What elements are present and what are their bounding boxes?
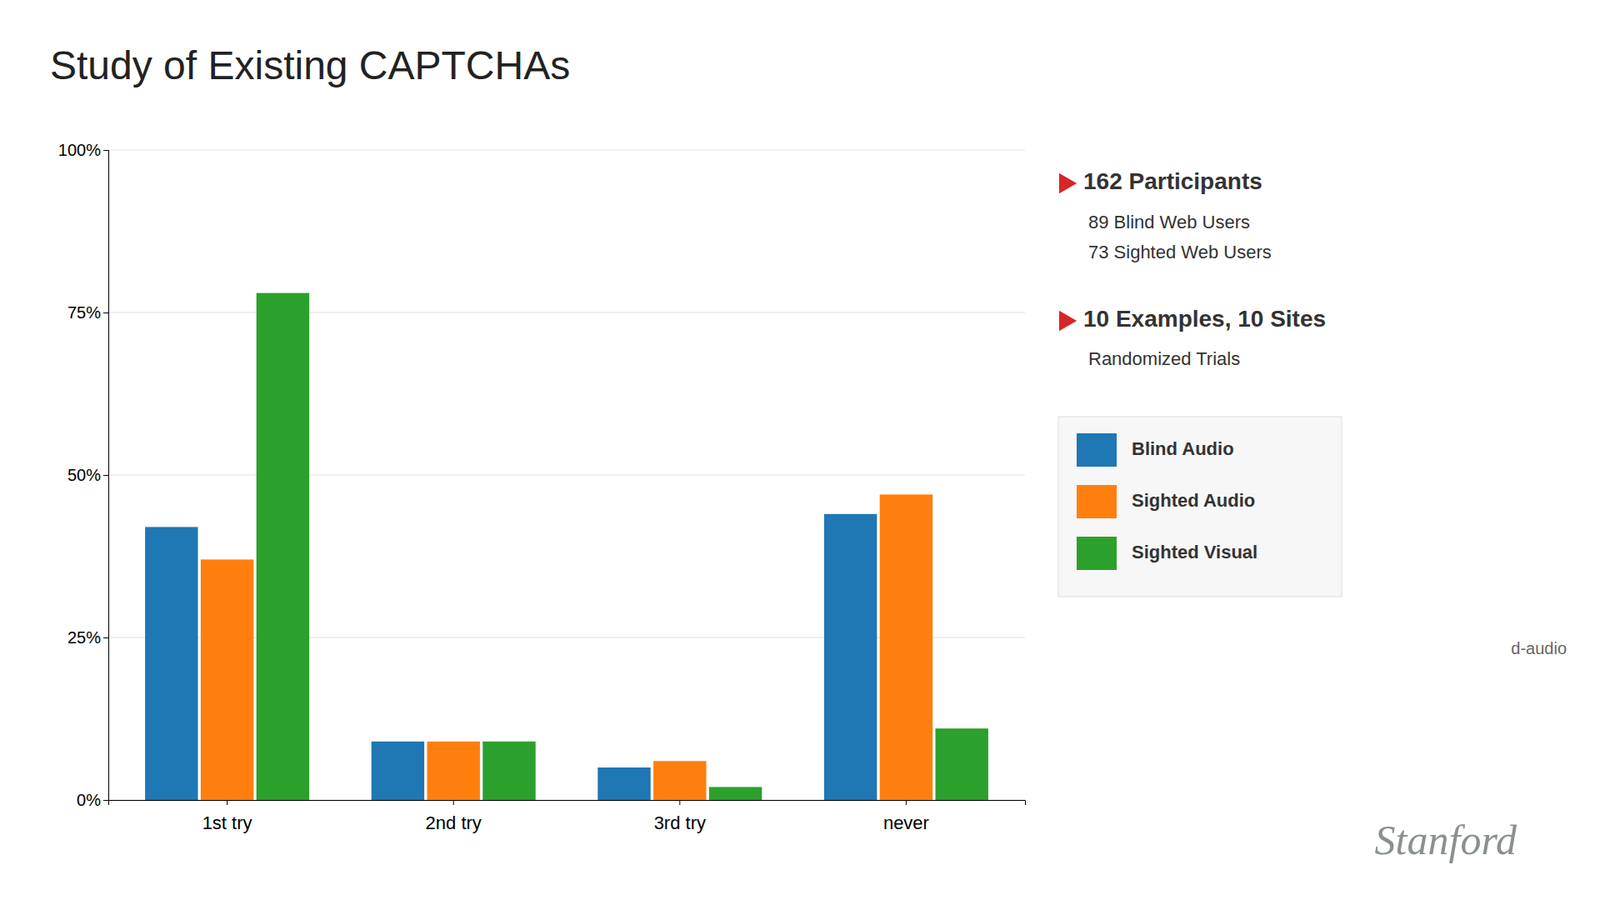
bar (482, 741, 535, 800)
x-tick-label: never (883, 812, 930, 834)
side-note: d-audio (1510, 639, 1567, 658)
bar (935, 728, 988, 800)
x-tick: 3rd try (654, 800, 706, 834)
bar (145, 526, 198, 800)
y-tick: 0% (76, 790, 109, 810)
legend-swatch (1076, 433, 1117, 467)
y-tick-mark (103, 637, 109, 639)
bar (597, 767, 650, 800)
bar (824, 514, 877, 800)
info-text: Randomized Trials (1088, 348, 1240, 370)
info-text: 89 Blind Web Users (1088, 211, 1250, 233)
info-heading: 10 Examples, 10 Sites (1083, 305, 1326, 332)
bars (145, 293, 989, 800)
bullet (1059, 310, 1077, 332)
x-tick-mark (226, 800, 228, 805)
info-heading: 162 Participants (1083, 168, 1263, 195)
bullet (1059, 173, 1077, 195)
y-tick: 50% (67, 465, 109, 485)
y-tick: 100% (58, 140, 109, 160)
y-axis: 0% 25% 50% 75% 100% (58, 140, 110, 810)
y-tick-mark (103, 150, 109, 151)
legend-swatch (1076, 536, 1117, 570)
x-tick-mark (453, 800, 455, 805)
y-tick-label: 0% (76, 790, 101, 810)
grid-line (108, 312, 1025, 314)
x-tick-mark (679, 800, 680, 805)
x-tick: 2nd try (425, 800, 482, 834)
x-tick-label: 3rd try (654, 812, 706, 834)
grid-line (108, 150, 1025, 151)
title: Study of Existing CAPTCHAs (50, 43, 570, 88)
y-tick-label: 50% (67, 465, 101, 485)
watermark: Stanford (1375, 816, 1518, 864)
bar (200, 559, 254, 800)
x-axis-line (109, 800, 1026, 806)
y-tick-label: 75% (67, 303, 101, 322)
x-tick-label: 1st try (202, 812, 253, 834)
y-tick: 25% (67, 628, 109, 647)
y-axis-line (103, 150, 110, 801)
grid (108, 150, 1025, 800)
legend-label: Sighted Visual (1131, 541, 1258, 563)
legend-item: Sighted Visual (1076, 536, 1258, 570)
x-tick-mark (905, 800, 907, 805)
bar (653, 760, 706, 800)
bar (426, 741, 480, 800)
x-tick: 1st try (202, 800, 253, 834)
y-tick-mark (103, 475, 109, 476)
legend-item: Sighted Audio (1076, 485, 1255, 519)
legend: Blind Audio Sighted Audio Sighted Visual (1058, 416, 1342, 597)
legend-swatch (1076, 485, 1117, 519)
legend-label: Sighted Audio (1131, 490, 1255, 511)
bar-series (145, 514, 877, 800)
legend-box (1058, 416, 1342, 597)
bar (880, 494, 933, 800)
info-panel: 162 Participants 89 Blind Web Users 73 Sig… (1059, 168, 1326, 369)
x-tick: never (883, 800, 930, 834)
y-tick: 75% (67, 303, 109, 322)
y-tick-label: 25% (67, 628, 101, 647)
bar (256, 293, 310, 800)
y-tick-mark (103, 312, 109, 314)
plot: 0% 25% 50% 75% 100% 1st try 2nd try 3rd try neve… (58, 140, 1026, 835)
chart: Study of Existing CAPTCHAs 0% 25% 50% 75% 100… (0, 0, 1600, 900)
bar (709, 786, 762, 800)
legend-label: Blind Audio (1131, 438, 1235, 460)
y-tick-mark (103, 800, 109, 801)
bar-series (256, 293, 989, 800)
grid-line (108, 475, 1025, 476)
x-tick-label: 2nd try (425, 812, 482, 834)
legend-item: Blind Audio (1076, 433, 1235, 467)
x-axis: 1st try 2nd try 3rd try never (109, 800, 1026, 834)
bar (371, 741, 425, 800)
info-text: 73 Sighted Web Users (1088, 241, 1272, 263)
bar-series (200, 494, 933, 800)
y-tick-label: 100% (58, 140, 101, 160)
